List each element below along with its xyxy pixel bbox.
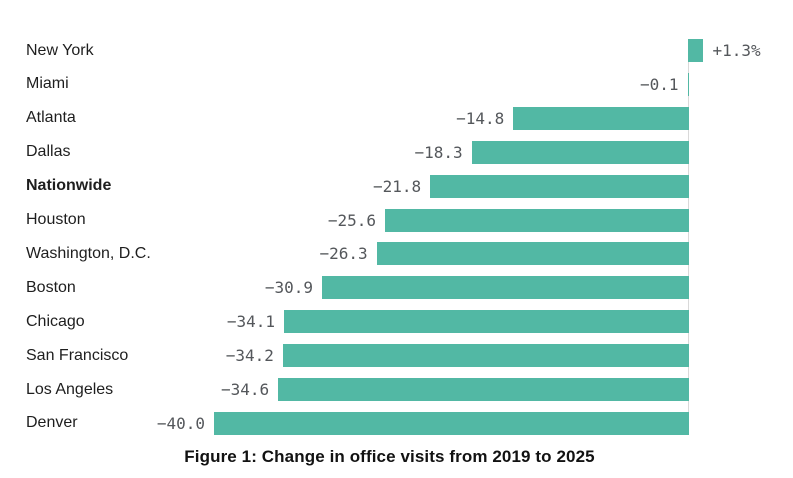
value-label: −40.0	[156, 413, 205, 433]
bar	[385, 208, 689, 232]
category-label: Chicago	[26, 312, 85, 330]
bar	[687, 72, 689, 96]
category-label: New York	[26, 41, 94, 59]
bar	[322, 276, 689, 300]
bar	[284, 310, 689, 334]
category-label: Miami	[26, 75, 69, 93]
bar	[513, 106, 689, 130]
value-label: −25.6	[327, 210, 376, 230]
value-label: −0.1	[639, 74, 679, 94]
zero-baseline	[688, 39, 689, 435]
figure-caption: Figure 1: Change in office visits from 2…	[184, 447, 595, 466]
value-label: +1.3%	[712, 41, 761, 60]
bar	[430, 174, 689, 198]
category-label: Dallas	[26, 143, 71, 161]
bar	[376, 242, 689, 266]
bar	[688, 39, 704, 62]
category-label: Nationwide	[26, 177, 112, 195]
bar	[278, 378, 689, 401]
value-label: −26.3	[319, 244, 368, 264]
category-label: San Francisco	[26, 346, 129, 364]
value-label: −34.2	[225, 346, 274, 366]
value-label: −34.1	[226, 312, 276, 332]
category-label: Boston	[26, 278, 76, 296]
category-label: Washington, D.C.	[26, 244, 151, 262]
value-label: −21.8	[372, 176, 422, 196]
value-label: −34.6	[220, 380, 270, 399]
value-label: −30.9	[264, 278, 314, 298]
category-label: Los Angeles	[26, 380, 114, 398]
bar	[214, 411, 689, 435]
bar	[282, 344, 689, 368]
bar	[471, 140, 689, 164]
value-label: −18.3	[414, 142, 463, 162]
category-label: Atlanta	[26, 109, 76, 127]
category-label: Denver	[26, 414, 78, 432]
value-label: −14.8	[456, 108, 505, 128]
category-label: Houston	[26, 211, 86, 228]
